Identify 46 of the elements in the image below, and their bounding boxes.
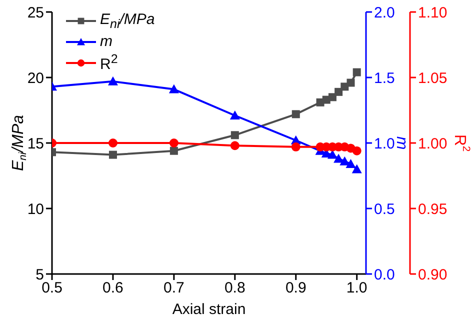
y2-tick-label: 0.5 — [374, 200, 395, 218]
point — [230, 110, 240, 120]
x-tick-label: 0.7 — [164, 280, 184, 297]
point — [230, 141, 240, 150]
point — [291, 142, 300, 152]
x-tick-label: 0.8 — [224, 280, 246, 297]
y3-tick-label: 1.10 — [418, 4, 448, 22]
y2-tick-label: 0.0 — [374, 266, 395, 284]
point — [108, 150, 117, 159]
legend-label: m — [100, 33, 112, 50]
y2-axis-title: m — [394, 136, 410, 150]
x-tick-label: 0.5 — [42, 280, 62, 297]
y-tick-label: 10 — [27, 200, 44, 218]
point — [346, 78, 355, 87]
point — [334, 88, 343, 96]
point — [169, 138, 178, 148]
point — [328, 93, 336, 102]
x-tick-label: 0.9 — [285, 280, 306, 297]
y-tick-label: 15 — [27, 135, 44, 152]
y-tick-label: 25 — [27, 4, 44, 22]
x-axis-title: Axial strain — [172, 301, 246, 318]
y3-tick-label: 1.05 — [418, 70, 448, 87]
y2-tick-label: 1.5 — [374, 70, 395, 87]
x-tick-label: 0.6 — [102, 280, 124, 297]
point — [346, 158, 356, 168]
point — [352, 68, 361, 76]
point — [352, 146, 362, 156]
point — [170, 146, 178, 155]
x-tick-label: 1.0 — [346, 280, 368, 297]
y2-tick-label: 1.0 — [374, 135, 395, 152]
point — [108, 138, 118, 148]
y2-tick-label: 2.0 — [374, 4, 395, 22]
point — [108, 76, 118, 86]
point — [168, 84, 179, 94]
y3-tick-label: 0.90 — [418, 266, 448, 284]
y3-tick-label: 1.00 — [418, 135, 448, 152]
point — [327, 150, 338, 159]
y3-tick-label: 0.95 — [418, 200, 448, 218]
legend-label: R$^{2}$ — [100, 52, 118, 73]
point — [292, 110, 300, 118]
y-tick-label: 20 — [27, 70, 44, 87]
point — [352, 164, 362, 174]
legend-label: E$_{ni}$/MPa — [100, 10, 155, 30]
point — [230, 131, 239, 140]
point — [340, 82, 349, 91]
y-tick-label: 5 — [36, 266, 44, 284]
